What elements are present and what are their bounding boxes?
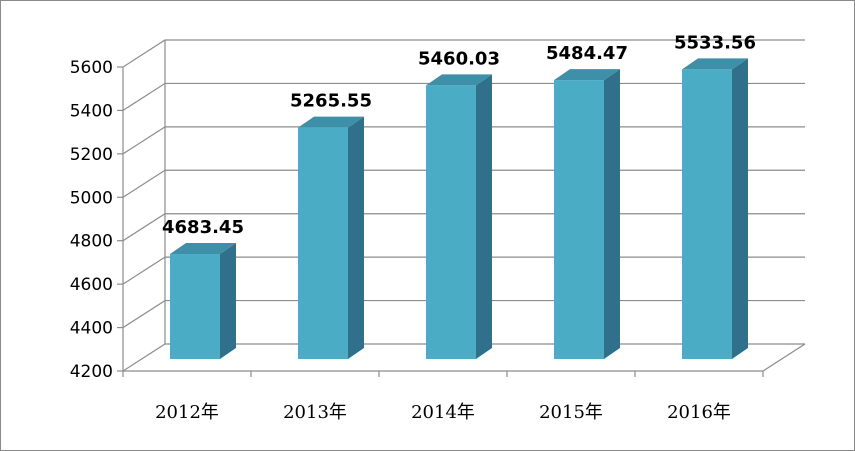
data-label: 5265.55 — [290, 91, 372, 112]
bar — [298, 127, 348, 359]
x-tick-label: 2012年 — [155, 402, 219, 423]
bar — [682, 69, 732, 359]
y-tick-label: 5000 — [70, 188, 113, 208]
y-tick-label: 4600 — [70, 275, 113, 295]
y-tick-label: 4200 — [70, 362, 113, 382]
data-label: 5484.47 — [546, 43, 628, 64]
bar-side — [604, 69, 620, 359]
y-tick-label: 5600 — [70, 58, 113, 78]
x-tick-label: 2014年 — [411, 402, 475, 423]
x-tick-label: 2015年 — [539, 402, 603, 423]
bar-top — [554, 69, 620, 81]
bar-side — [476, 74, 492, 359]
bar-top — [426, 74, 492, 86]
y-tick-label: 5400 — [70, 101, 113, 121]
bar-top — [170, 243, 236, 255]
bar — [426, 85, 476, 359]
y-tick-label: 4800 — [70, 232, 113, 252]
data-label: 4683.45 — [162, 217, 244, 238]
x-tick-label: 2013年 — [283, 402, 347, 423]
x-tick-label: 2016年 — [667, 402, 731, 423]
bar-side — [348, 116, 364, 359]
bar-top — [682, 58, 748, 70]
bar — [554, 80, 604, 359]
bar-side — [220, 243, 236, 359]
bar-top — [298, 116, 364, 128]
data-label: 5533.56 — [674, 32, 756, 53]
data-label: 5460.03 — [418, 48, 500, 69]
y-tick-label: 4400 — [70, 319, 113, 339]
y-tick-label: 5200 — [70, 145, 113, 165]
bar — [170, 254, 220, 359]
bar-side — [732, 58, 748, 359]
